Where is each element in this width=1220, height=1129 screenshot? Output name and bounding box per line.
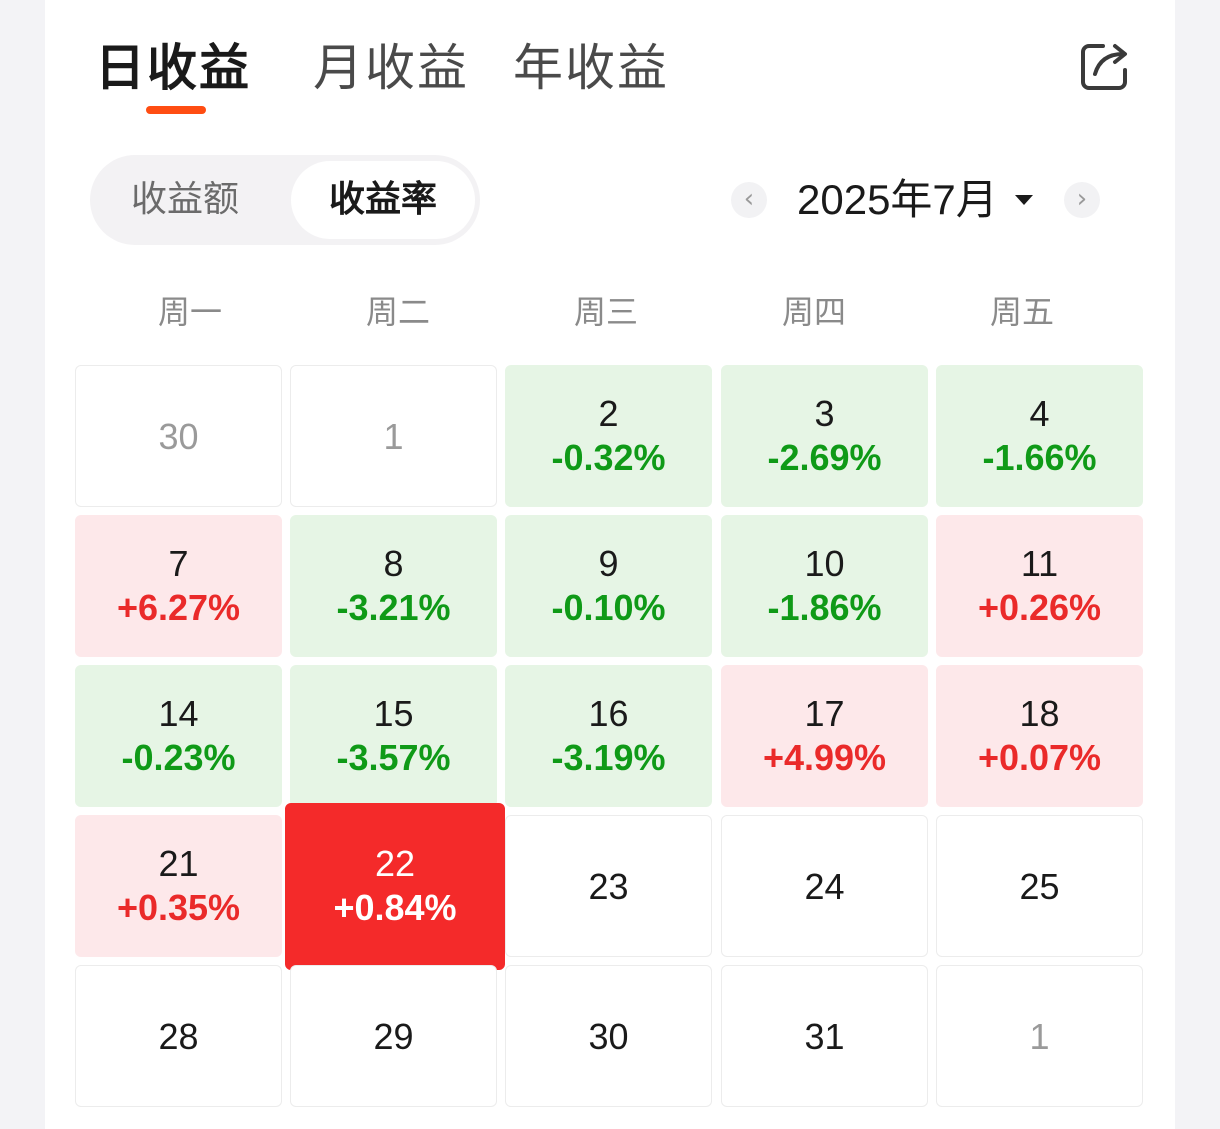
calendar-day-number: 2 xyxy=(598,393,619,434)
calendar-day-number: 11 xyxy=(1020,543,1059,584)
segment-profit-rate[interactable]: 收益率 xyxy=(291,161,475,239)
calendar-day-return: +0.84% xyxy=(333,887,457,928)
calendar-day-number: 4 xyxy=(1029,393,1050,434)
calendar-day-cell[interactable]: 16 -3.19% xyxy=(505,665,712,807)
calendar-day-number: 30 xyxy=(158,416,199,457)
calendar-day-number: 29 xyxy=(373,1016,414,1057)
calendar-day-cell[interactable]: 30 xyxy=(505,965,712,1107)
calendar-day-number: 1 xyxy=(383,416,404,457)
calendar-day-return: -1.66% xyxy=(982,437,1097,478)
calendar-day-cell[interactable]: 21 +0.35% xyxy=(75,815,282,957)
share-icon[interactable] xyxy=(1079,40,1133,94)
calendar-day-number: 8 xyxy=(383,543,404,584)
calendar-day-cell[interactable]: 30 xyxy=(75,365,282,507)
calendar-day-return: -1.86% xyxy=(767,587,882,628)
calendar-day-number: 23 xyxy=(588,866,629,907)
chevron-left-icon[interactable]: ‹ xyxy=(731,182,767,218)
calendar-day-number: 25 xyxy=(1019,866,1060,907)
calendar-day-return: +6.27% xyxy=(116,587,241,628)
calendar-day-return: -2.69% xyxy=(767,437,882,478)
calendar-day-cell[interactable]: 23 xyxy=(505,815,712,957)
weekday-thu: 周四 xyxy=(781,293,846,331)
calendar-day-return: +0.26% xyxy=(977,587,1102,628)
active-tab-indicator xyxy=(146,106,206,114)
tab-daily-profit[interactable]: 日收益 xyxy=(95,39,251,97)
month-selector[interactable]: 2025年7月 xyxy=(797,176,998,223)
chevron-right-icon[interactable]: › xyxy=(1064,182,1100,218)
calendar-day-return: +4.99% xyxy=(762,737,887,778)
calendar-day-number: 16 xyxy=(588,693,629,734)
calendar-day-number: 31 xyxy=(804,1016,845,1057)
calendar-day-number: 10 xyxy=(804,543,845,584)
profit-calendar-card: 日收益 月收益 年收益 收益额 收益率 ‹ 2025年7月 › 周一 周二 周三… xyxy=(45,0,1175,1129)
calendar-day-cell[interactable]: 18 +0.07% xyxy=(936,665,1143,807)
segment-profit-amount[interactable]: 收益额 xyxy=(130,179,239,220)
calendar-day-cell[interactable]: 9 -0.10% xyxy=(505,515,712,657)
metric-segmented-control: 收益额 收益率 xyxy=(90,155,480,245)
calendar-day-number: 9 xyxy=(598,543,619,584)
calendar-day-cell[interactable]: 10 -1.86% xyxy=(721,515,928,657)
calendar-day-number: 21 xyxy=(158,843,199,884)
calendar-day-return: -3.57% xyxy=(336,737,451,778)
calendar-day-cell[interactable]: 28 xyxy=(75,965,282,1107)
calendar-day-number: 7 xyxy=(168,543,189,584)
weekday-fri: 周五 xyxy=(989,293,1054,331)
calendar-day-cell[interactable]: 29 xyxy=(290,965,497,1107)
calendar-day-return: +0.07% xyxy=(977,737,1102,778)
calendar-day-number: 1 xyxy=(1029,1016,1050,1057)
calendar-day-cell[interactable]: 1 xyxy=(290,365,497,507)
calendar-day-cell[interactable]: 11 +0.26% xyxy=(936,515,1143,657)
calendar-day-cell[interactable]: 15 -3.57% xyxy=(290,665,497,807)
calendar-day-return: -0.23% xyxy=(121,737,236,778)
calendar-day-number: 3 xyxy=(814,393,835,434)
calendar-day-return: -3.21% xyxy=(336,587,451,628)
calendar-day-cell[interactable]: 8 -3.21% xyxy=(290,515,497,657)
tab-yearly-profit[interactable]: 年收益 xyxy=(513,39,669,97)
tab-monthly-profit[interactable]: 月收益 xyxy=(313,39,469,97)
calendar-day-cell[interactable]: 14 -0.23% xyxy=(75,665,282,807)
caret-down-icon[interactable] xyxy=(1015,195,1033,205)
calendar-day-return: +0.35% xyxy=(116,887,241,928)
calendar-day-return: -3.19% xyxy=(551,737,666,778)
calendar-day-cell[interactable]: 25 xyxy=(936,815,1143,957)
calendar-day-cell[interactable]: 31 xyxy=(721,965,928,1107)
calendar-day-cell[interactable]: 7 +6.27% xyxy=(75,515,282,657)
calendar-day-number: 18 xyxy=(1019,693,1060,734)
calendar-day-number: 14 xyxy=(158,693,199,734)
calendar-day-number: 17 xyxy=(804,693,845,734)
weekday-mon: 周一 xyxy=(157,293,222,331)
calendar-day-return: -0.10% xyxy=(551,587,666,628)
calendar-day-number: 28 xyxy=(158,1016,199,1057)
weekday-tue: 周二 xyxy=(365,293,430,331)
calendar-day-cell[interactable]: 1 xyxy=(936,965,1143,1107)
calendar-day-number: 24 xyxy=(804,866,845,907)
calendar-day-cell[interactable]: 2 -0.32% xyxy=(505,365,712,507)
calendar-day-cell[interactable]: 4 -1.66% xyxy=(936,365,1143,507)
calendar-day-number: 30 xyxy=(588,1016,629,1057)
calendar-day-cell[interactable]: 24 xyxy=(721,815,928,957)
calendar-day-number: 15 xyxy=(373,693,414,734)
calendar-day-return: -0.32% xyxy=(551,437,666,478)
weekday-wed: 周三 xyxy=(573,293,638,331)
calendar-day-cell[interactable]: 17 +4.99% xyxy=(721,665,928,807)
calendar-day-number: 22 xyxy=(374,843,416,884)
calendar-day-cell[interactable]: 22 +0.84% xyxy=(285,803,505,970)
calendar-grid: 30 1 2 -0.32% 3 -2.69% 4 -1.66% 7 +6.27% 8 -3.21% 9-… xyxy=(75,365,1145,1110)
calendar-day-cell[interactable]: 3 -2.69% xyxy=(721,365,928,507)
